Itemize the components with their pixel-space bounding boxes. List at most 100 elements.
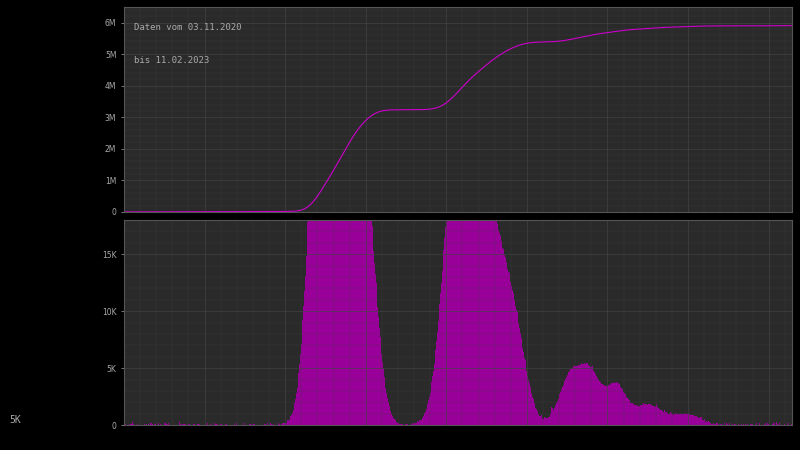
Bar	[457, 115, 458, 425]
Bar	[552, 408, 553, 425]
Bar	[559, 394, 560, 425]
Bar	[389, 406, 390, 425]
Bar	[257, 424, 258, 425]
Bar	[711, 423, 712, 425]
Bar	[372, 226, 373, 425]
Bar	[390, 411, 391, 425]
Bar	[713, 423, 714, 425]
Bar	[766, 424, 767, 425]
Bar	[626, 396, 627, 425]
Bar	[370, 203, 371, 425]
Bar	[308, 204, 309, 425]
Bar	[283, 423, 284, 425]
Bar	[673, 414, 674, 425]
Bar	[287, 420, 288, 425]
Bar	[468, 133, 469, 425]
Bar	[526, 371, 527, 425]
Bar	[412, 423, 413, 425]
Bar	[676, 414, 677, 425]
Bar	[189, 424, 190, 425]
Bar	[670, 413, 671, 425]
Bar	[432, 376, 433, 425]
Text: 5K: 5K	[10, 415, 22, 425]
Bar	[735, 424, 736, 425]
Bar	[638, 405, 639, 425]
Bar	[770, 424, 771, 425]
Bar	[493, 207, 494, 425]
Bar	[471, 148, 472, 425]
Bar	[684, 414, 685, 425]
Bar	[296, 393, 297, 425]
Bar	[363, 102, 364, 425]
Bar	[732, 424, 733, 425]
Bar	[414, 423, 415, 425]
Bar	[426, 405, 427, 425]
Bar	[762, 424, 763, 425]
Bar	[696, 416, 697, 425]
Bar	[656, 404, 657, 425]
Bar	[604, 385, 605, 425]
Bar	[531, 393, 532, 425]
Bar	[507, 269, 508, 425]
Bar	[317, 16, 318, 425]
Bar	[617, 382, 618, 425]
Bar	[542, 418, 543, 425]
Bar	[639, 406, 640, 425]
Bar	[387, 398, 388, 425]
Bar	[356, 4, 357, 425]
Bar	[671, 413, 672, 425]
Bar	[288, 420, 289, 425]
Bar	[425, 412, 426, 425]
Bar	[369, 180, 370, 425]
Bar	[312, 111, 313, 425]
Bar	[505, 257, 506, 425]
Bar	[217, 424, 218, 425]
Bar	[463, 116, 464, 425]
Bar	[768, 424, 769, 425]
Bar	[130, 424, 131, 425]
Bar	[292, 413, 293, 425]
Bar	[502, 248, 503, 425]
Bar	[420, 420, 421, 425]
Bar	[300, 354, 301, 425]
Bar	[712, 424, 713, 425]
Bar	[699, 418, 700, 425]
Bar	[140, 424, 141, 425]
Bar	[424, 413, 425, 425]
Bar	[248, 422, 249, 425]
Bar	[152, 424, 153, 425]
Bar	[705, 421, 706, 425]
Bar	[664, 410, 665, 425]
Bar	[415, 423, 416, 425]
Bar	[417, 421, 418, 425]
Bar	[291, 415, 292, 425]
Bar	[168, 423, 169, 425]
Bar	[586, 363, 587, 425]
Bar	[553, 410, 554, 425]
Bar	[399, 424, 400, 425]
Bar	[565, 379, 566, 425]
Bar	[650, 405, 651, 425]
Bar	[348, 0, 349, 425]
Bar	[341, 0, 342, 425]
Bar	[722, 424, 723, 425]
Bar	[394, 419, 395, 425]
Bar	[185, 424, 186, 425]
Bar	[679, 414, 680, 425]
Bar	[443, 250, 444, 425]
Bar	[321, 0, 322, 425]
Bar	[655, 407, 656, 425]
Bar	[483, 180, 484, 425]
Bar	[299, 364, 300, 425]
Bar	[504, 255, 505, 425]
Bar	[205, 424, 206, 425]
Bar	[629, 400, 630, 425]
Bar	[724, 423, 725, 425]
Bar	[734, 423, 735, 425]
Bar	[640, 405, 641, 425]
Bar	[569, 371, 570, 425]
Bar	[752, 424, 753, 425]
Bar	[197, 424, 198, 425]
Bar	[445, 227, 446, 425]
Bar	[523, 352, 524, 425]
